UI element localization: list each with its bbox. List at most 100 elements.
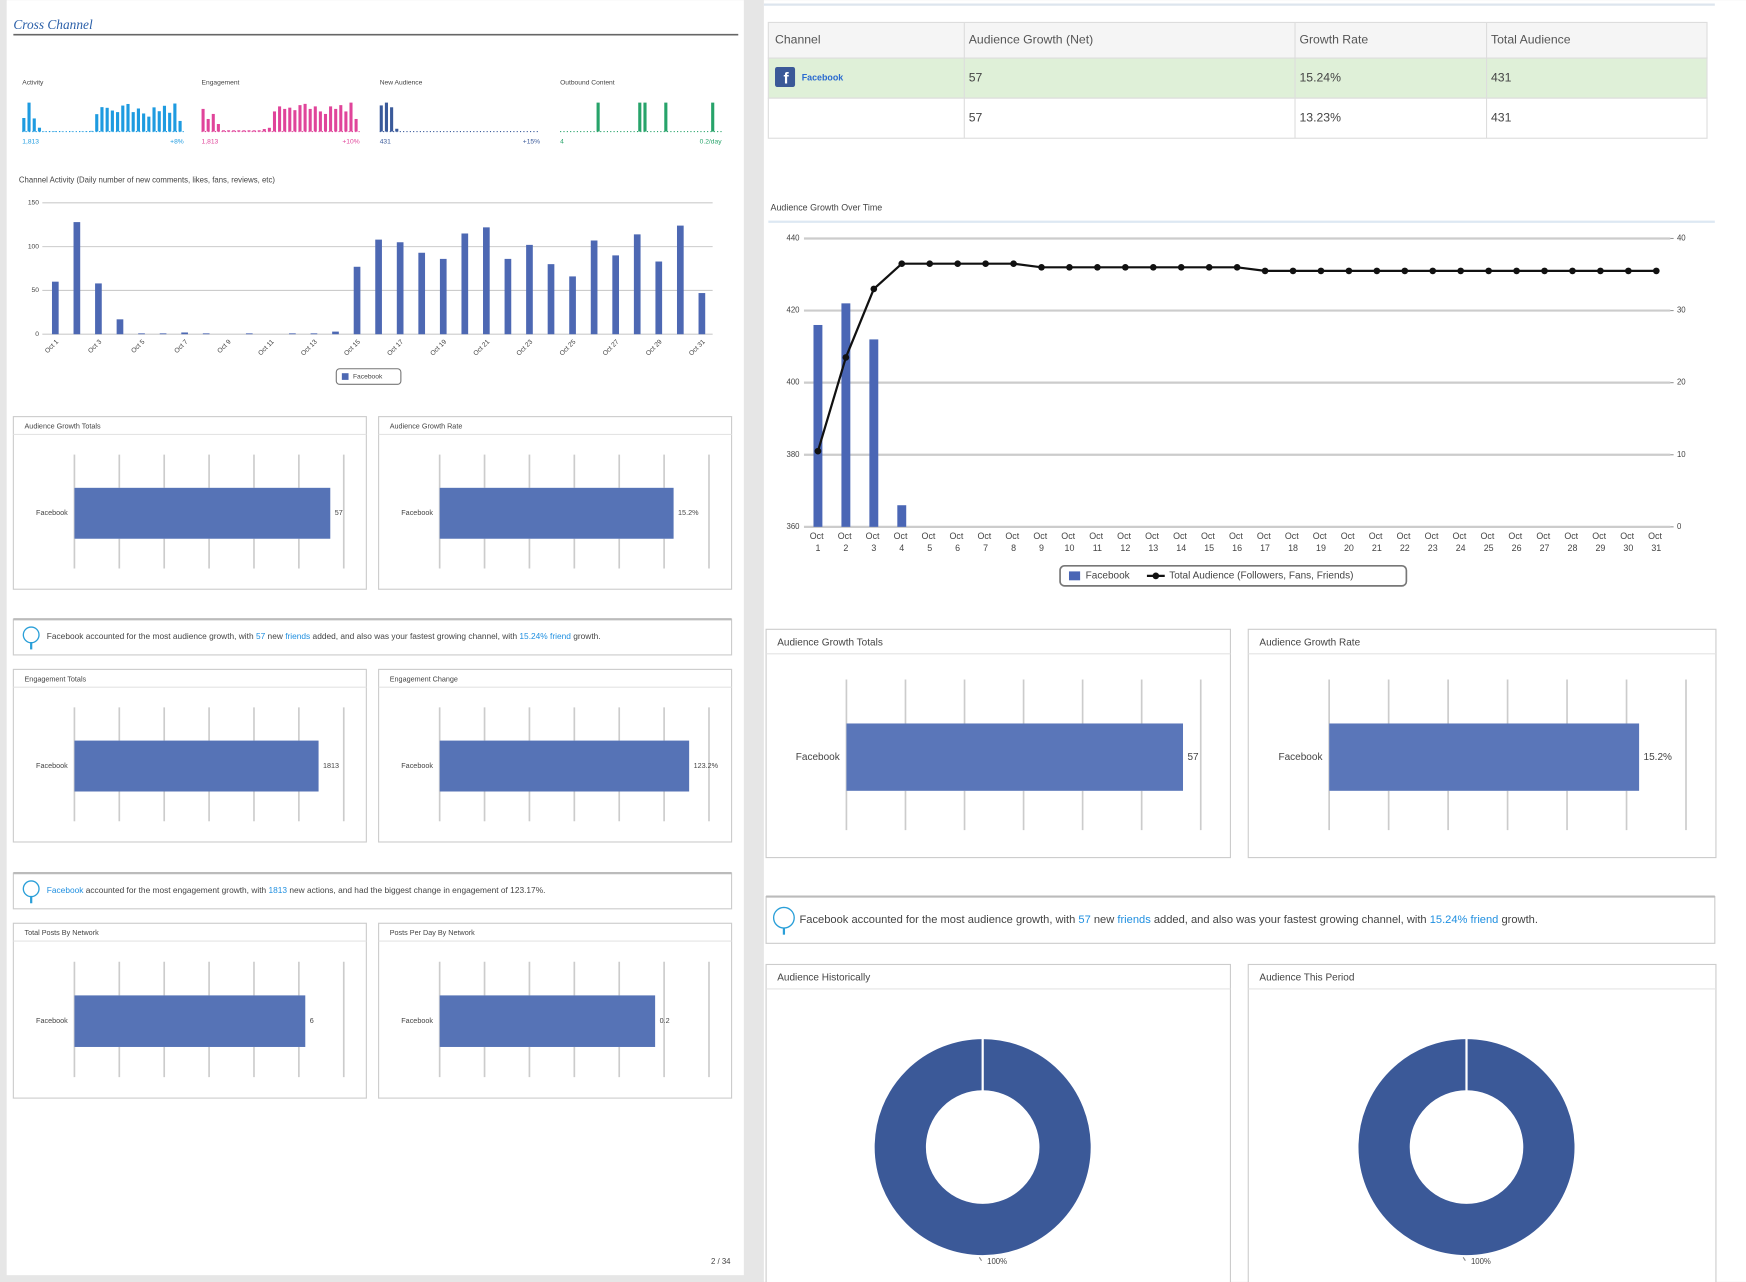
sparkline-bar — [37, 127, 42, 132]
line-marker — [1401, 267, 1409, 275]
line-marker — [982, 260, 989, 268]
table-header-bg — [767, 21, 1708, 59]
sparkline-bar — [323, 113, 328, 132]
sparkline-bar — [643, 102, 647, 132]
category-label: Facebook — [36, 1016, 68, 1025]
line-marker — [1177, 263, 1185, 271]
sparkline-bar — [711, 102, 715, 132]
table-header: Total Audience — [1491, 32, 1571, 46]
panel-title: Audience Growth Totals — [24, 422, 100, 431]
sparkline-bar — [596, 102, 600, 132]
x-tick-label: Oct 12 — [1117, 531, 1133, 553]
sparkline-bar — [288, 107, 292, 132]
x-tick-label: Oct 10 — [1061, 531, 1077, 553]
page-title: Cross Channel — [13, 17, 93, 32]
sparkline-change-label: +10% — [342, 138, 359, 145]
sparkline-bar — [664, 102, 668, 132]
sparkline-bar — [227, 130, 231, 132]
bar — [181, 332, 188, 335]
insight-highlight: 1813 — [268, 885, 287, 895]
legend-swatch — [1068, 571, 1081, 581]
sparkline-bar — [257, 130, 261, 132]
bar — [202, 333, 210, 335]
insight-highlight: 57 — [1078, 914, 1090, 926]
panel-title: Audience Growth Totals — [777, 637, 883, 648]
bar — [418, 252, 426, 335]
value-label: 15.2% — [1644, 752, 1672, 763]
category-label: Facebook — [796, 752, 841, 763]
line-marker — [1038, 263, 1045, 271]
bar — [698, 293, 706, 335]
panel-title: Audience Growth Rate — [1259, 637, 1360, 648]
line-marker — [842, 354, 850, 361]
bar — [332, 331, 339, 335]
sparkline-bar — [349, 102, 353, 132]
sparkline-change-label: 0.2/day — [700, 138, 723, 145]
bar — [461, 233, 469, 335]
table-cell: 15.24% — [1299, 70, 1341, 84]
y-tick-label: 400 — [787, 378, 801, 387]
x-tick-label: Oct 5 — [922, 531, 938, 553]
x-tick-label: Oct 2 — [838, 531, 854, 553]
x-tick-label: Oct 8 — [1005, 531, 1021, 553]
sparkline-bar — [152, 107, 156, 132]
x-tick-label: Oct 3 — [866, 531, 882, 553]
sparkline-bar — [89, 130, 94, 132]
x-tick-label: Oct 19 — [1313, 531, 1329, 553]
y-tick-label: 150 — [28, 200, 39, 207]
line-marker — [1429, 267, 1437, 275]
value-label: 100% — [987, 1257, 1007, 1266]
insight-highlight: friends — [1117, 914, 1151, 926]
facebook-icon-glyph: f — [784, 70, 790, 87]
sparkline-bar — [278, 106, 282, 132]
y-tick-label: 440 — [787, 234, 801, 243]
category-label: Facebook — [1278, 752, 1323, 763]
line-marker — [1205, 263, 1213, 271]
sparkline-bar — [344, 111, 348, 132]
table-cell: 431 — [1491, 70, 1512, 84]
x-tick-label: Oct 29 — [1592, 531, 1608, 553]
bar — [245, 333, 253, 335]
panel-title: Total Posts By Network — [24, 928, 99, 937]
line-marker — [1261, 267, 1269, 275]
channel-name: Facebook — [802, 72, 844, 82]
facebook-icon — [775, 66, 796, 88]
sparkline-bar — [105, 107, 109, 132]
y-tick-label: 100 — [28, 243, 39, 250]
x-tick-label: Oct 18 — [1285, 531, 1301, 553]
line-marker — [1289, 267, 1297, 275]
insight-run: Facebook accounted for the most audience… — [800, 914, 1079, 926]
line-marker — [1317, 267, 1325, 275]
sparkline-bar — [32, 118, 36, 132]
y-tick-label: 420 — [787, 306, 801, 315]
sparkline-bar — [354, 118, 358, 132]
sparkline-bar — [121, 105, 125, 132]
line-marker — [870, 285, 878, 293]
x-tick-label: Oct 26 — [1508, 531, 1524, 553]
sparkline-bar — [100, 107, 104, 132]
line-marker — [1652, 267, 1660, 275]
value-label: 15.2% — [678, 508, 699, 517]
y-tick-label: 380 — [787, 450, 801, 459]
sparkline-bar — [95, 114, 99, 132]
bar — [439, 740, 690, 792]
x-tick-label: Oct 16 — [1229, 531, 1245, 553]
bar — [569, 276, 576, 335]
y-tick-label: 0 — [35, 331, 39, 338]
bar — [138, 333, 145, 335]
x-tick-label: Oct 20 — [1341, 531, 1357, 553]
sparkline-bar — [395, 128, 399, 132]
sparkline-bar — [318, 111, 322, 132]
category-label: Facebook — [36, 761, 68, 770]
panel-title: Audience Historically — [777, 972, 870, 983]
line-marker — [1457, 267, 1465, 275]
x-tick-label: Oct 23 — [1425, 531, 1441, 553]
sparkline-title: Activity — [22, 79, 44, 86]
sparkline-bar — [178, 120, 182, 132]
insight-text: Facebook accounted for the most audience… — [47, 631, 601, 641]
insight-highlight: 15.24% friend — [1430, 914, 1499, 926]
bar — [869, 339, 879, 527]
channel-table: f — [767, 21, 1708, 139]
insight-run: added, and also was your fastest growing… — [310, 631, 519, 641]
chart-title: Audience Growth Over Time — [771, 203, 883, 213]
